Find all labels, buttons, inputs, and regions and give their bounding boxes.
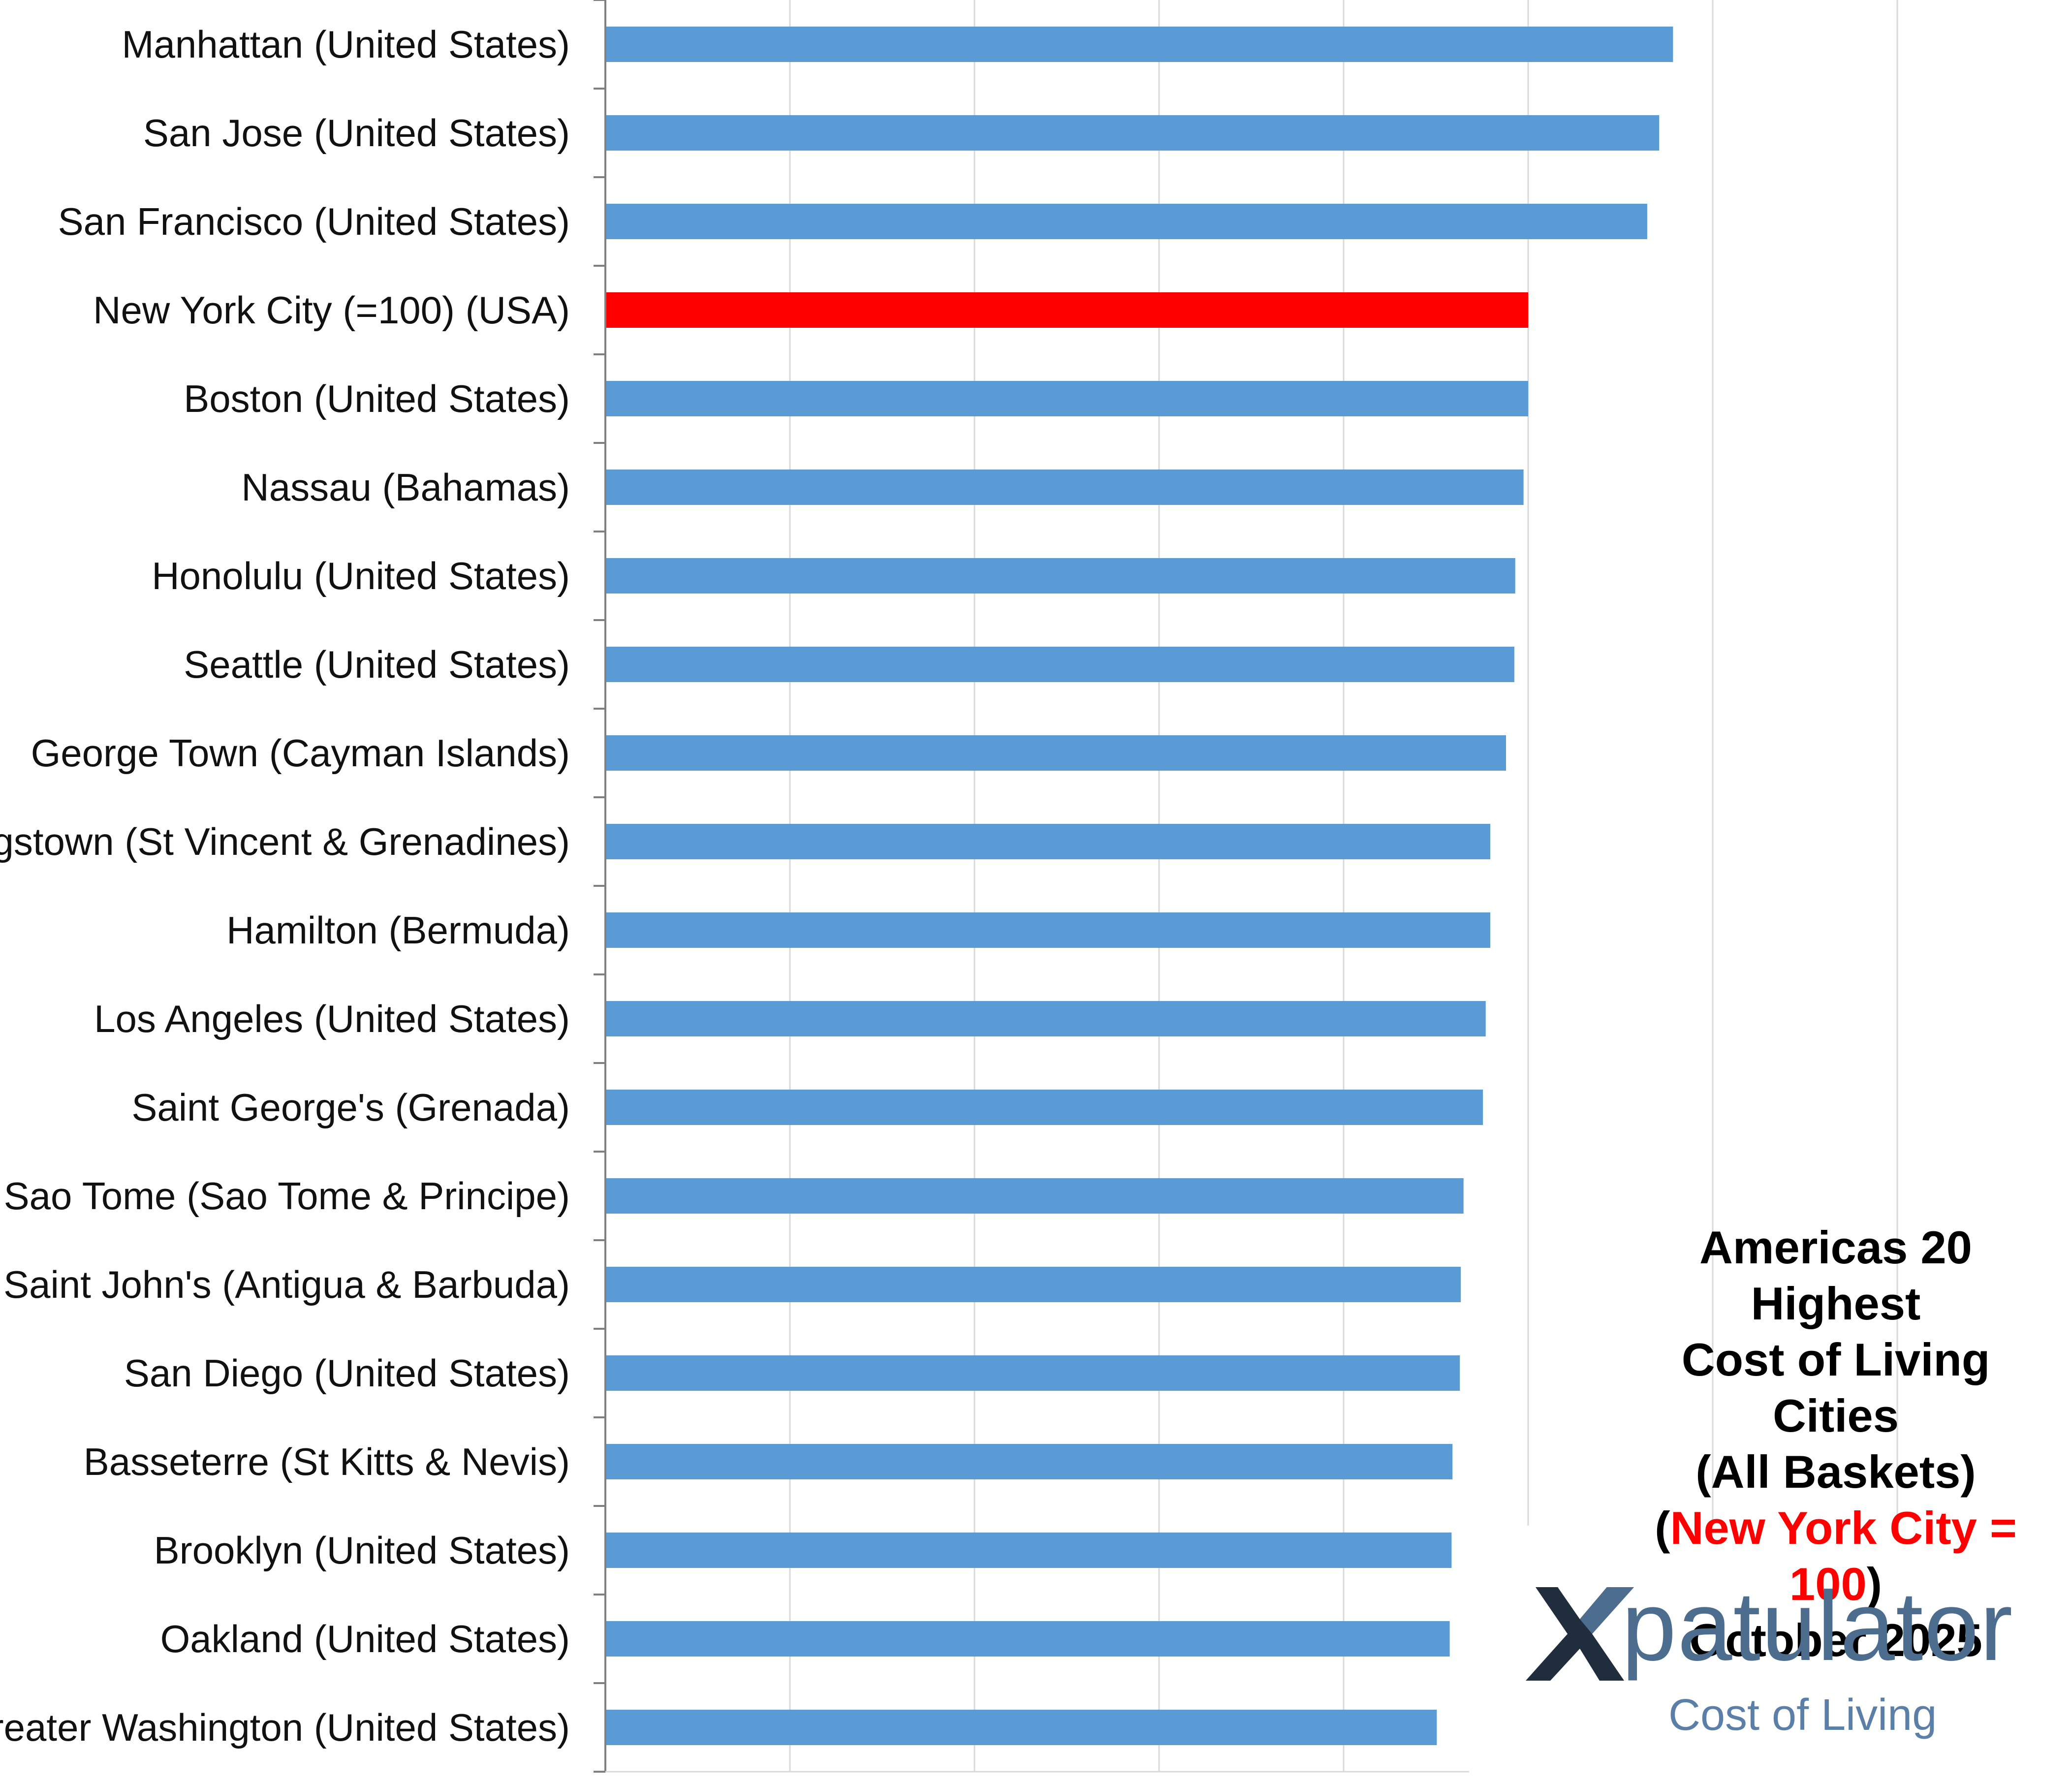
category-label: San Jose (United States) [143,111,570,155]
xpatulator-logo: patulator Cost of Living [1521,1572,2062,1754]
bar [605,1621,1450,1657]
category-label: Manhattan (United States) [122,23,570,66]
bar [605,115,1660,151]
bar [605,1355,1460,1391]
title-highlight: New York City = 100 [1670,1502,2017,1610]
bar [605,1267,1461,1302]
category-label: Oakland (United States) [160,1617,570,1660]
bar [605,204,1647,239]
bar [605,1090,1483,1125]
title-line-4: (New York City = 100) [1655,1502,2017,1610]
category-label: Basseterre (St Kitts & Nevis) [84,1440,570,1483]
category-label: Saint John's (Antigua & Barbuda) [3,1263,570,1306]
bar [605,735,1506,771]
category-label: Hamilton (Bermuda) [226,908,570,952]
bar [605,1444,1453,1479]
bar [605,912,1491,948]
logo-x-mark-icon [1526,1587,1634,1681]
chart-title: Americas 20 Highest Cost of Living Citie… [1614,1220,2057,1668]
category-label: Honolulu (United States) [152,554,570,597]
category-label: San Diego (United States) [124,1351,570,1395]
bar [605,381,1528,416]
category-labels: Manhattan (United States) San Jose (Unite… [0,23,570,1749]
bar [605,469,1524,505]
bar [605,1533,1452,1568]
category-label: San Francisco (United States) [58,200,570,243]
category-label: New York City (=100) (USA) [93,288,570,332]
bar [605,558,1515,594]
title-line-3: (All Baskets) [1695,1446,1976,1498]
y-axis [594,0,1469,1773]
category-label: Nassau (Bahamas) [241,466,570,509]
category-label: Sao Tome (Sao Tome & Principe) [4,1174,570,1218]
bar [605,1710,1437,1745]
category-label: Greater Washington (United States) [0,1706,570,1749]
category-label: Kingstown (St Vincent & Grenadines) [0,820,570,863]
category-label: George Town (Cayman Islands) [31,731,570,775]
category-label: Boston (United States) [184,377,570,420]
title-line-1: Americas 20 Highest [1699,1221,1972,1329]
logo-tagline: Cost of Living [1668,1690,1937,1740]
bars [605,27,1673,1745]
chart-subtitle: October 2025 [1689,1614,1982,1666]
category-label: Brooklyn (United States) [154,1529,570,1572]
category-label: Saint George's (Grenada) [131,1086,570,1129]
bar [605,1178,1464,1214]
bar-highlight [605,292,1528,328]
bar [605,1001,1486,1036]
bar [605,27,1673,62]
category-label: Seattle (United States) [184,643,570,686]
bar [605,824,1491,859]
bar [605,647,1514,682]
category-label: Los Angeles (United States) [94,997,570,1040]
logo-wordmark: patulator [1622,1571,2014,1681]
title-line-2: Cost of Living Cities [1681,1334,1990,1441]
